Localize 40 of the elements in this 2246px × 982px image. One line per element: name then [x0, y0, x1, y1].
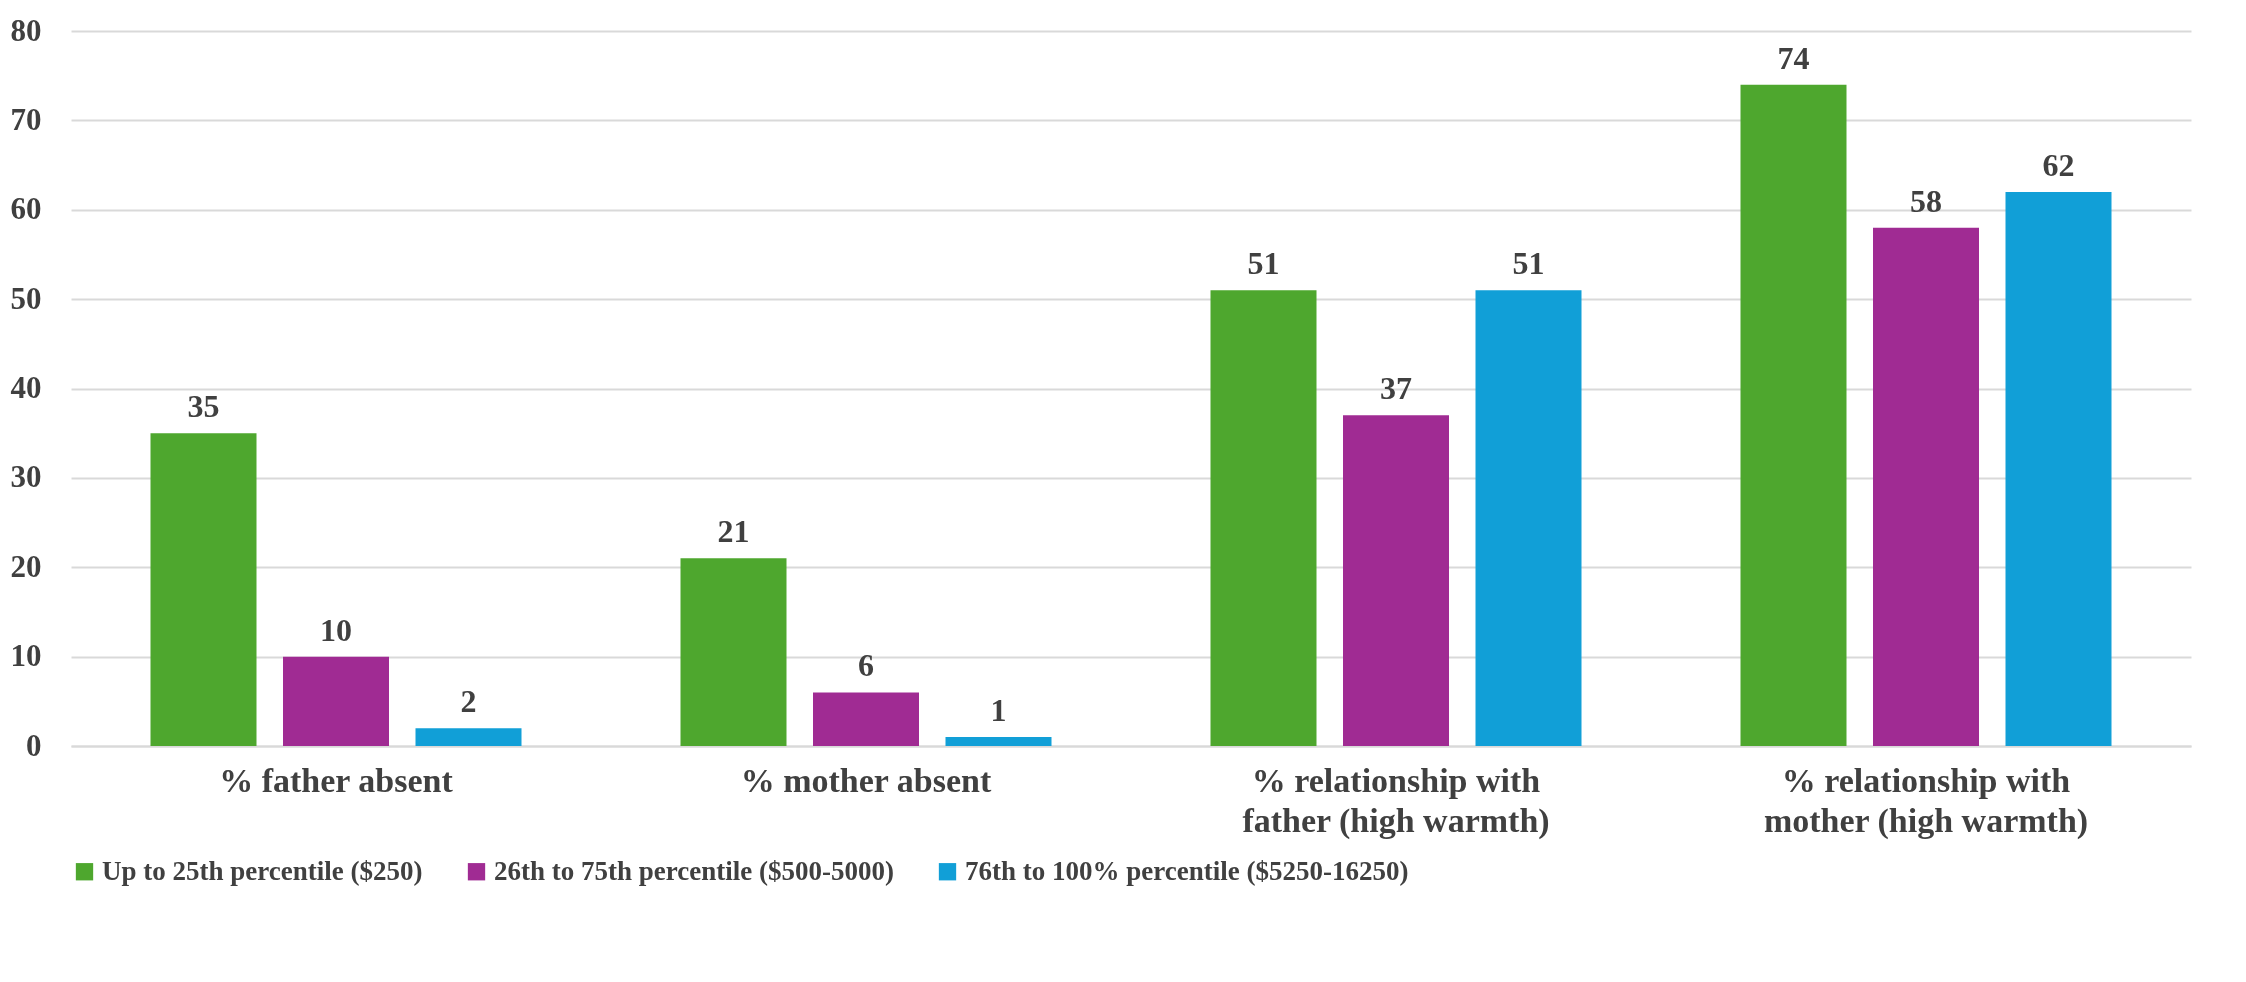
bar: [1475, 290, 1582, 746]
bar: [1343, 415, 1449, 746]
data-label: 2: [460, 683, 477, 720]
y-tick-label: 20: [10, 548, 42, 584]
data-label: 35: [187, 388, 220, 425]
data-label: 51: [1247, 245, 1280, 282]
y-tick-label: 50: [10, 280, 42, 316]
bar: [1873, 227, 1979, 746]
data-label: 58: [1910, 182, 1942, 219]
x-tick-label: % relationship with father (high warmth): [1242, 761, 1550, 840]
bar: [680, 558, 787, 746]
bar: [1740, 84, 1847, 746]
bar: [945, 737, 1052, 746]
bar: [1210, 290, 1317, 746]
bar: [415, 728, 522, 746]
y-tick-label: 0: [26, 727, 42, 763]
data-label: 6: [858, 647, 874, 684]
bar: [2005, 191, 2112, 746]
data-label: 74: [1777, 39, 1810, 76]
x-tick-label: % relationship with mother (high warmth): [1763, 761, 2089, 840]
x-tick-label: % mother absent: [740, 761, 992, 799]
bar: [283, 656, 389, 746]
y-tick-label: 40: [10, 370, 42, 405]
legend-label: 26th to 75th percentile ($500-5000): [494, 855, 894, 886]
legend-label: Up to 25th percentile ($250): [102, 855, 423, 886]
y-tick-label: 10: [10, 638, 42, 674]
x-tick-label: % father absent: [219, 761, 454, 799]
bar: [813, 692, 919, 746]
legend-label: 76th to 100% percentile ($5250-16250): [965, 855, 1409, 886]
data-label: 21: [717, 513, 750, 550]
y-tick-label: 60: [10, 191, 42, 227]
y-tick-label: 80: [10, 12, 42, 48]
y-tick-label: 70: [10, 101, 42, 137]
data-label: 51: [1512, 245, 1545, 282]
data-label: 62: [2042, 146, 2075, 183]
data-label: 37: [1380, 370, 1412, 407]
data-label: 1: [990, 692, 1007, 729]
data-label: 10: [320, 611, 352, 648]
bar: [150, 433, 257, 746]
y-tick-label: 30: [10, 459, 42, 495]
